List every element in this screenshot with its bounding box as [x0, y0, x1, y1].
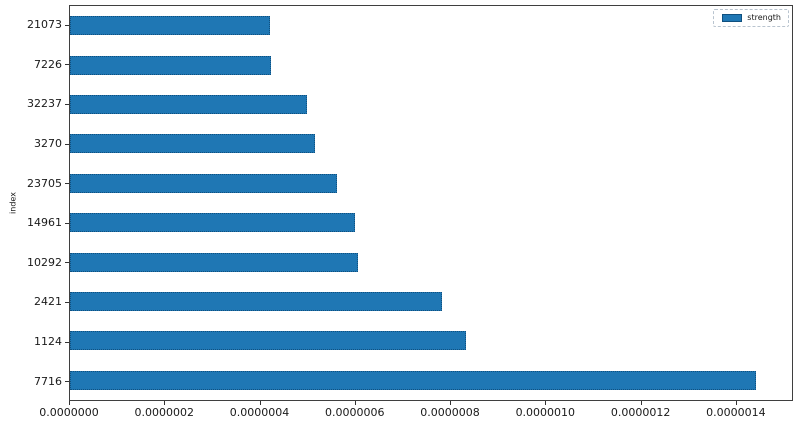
y-tick-mark: [65, 183, 69, 185]
bar: [70, 173, 337, 193]
x-axis: 0.0000000 0.0000002 0.0000004 0.0000006 0.00…: [39, 401, 793, 423]
bar: [70, 94, 307, 114]
x-tick-mark: [545, 401, 547, 405]
y-label-row: 21073: [0, 5, 69, 45]
bar: [70, 16, 270, 36]
x-tick-label: 0.0000008: [420, 406, 480, 419]
y-tick-label: 7716: [34, 374, 62, 388]
y-label-row: 1124: [0, 322, 69, 362]
y-tick-mark: [65, 301, 69, 303]
x-tick-label: 0.0000004: [229, 406, 290, 419]
y-label-row: 7226: [0, 45, 69, 85]
y-label-row: 3270: [0, 124, 69, 164]
bar: [70, 291, 443, 311]
y-tick-label: 3270: [34, 137, 62, 151]
bar-row: [70, 203, 792, 242]
bar-row: [70, 6, 792, 45]
y-axis-labels: 21073 7226 32237 3270 23705 14961 10292 2421 112…: [0, 5, 69, 401]
bar-row: [70, 124, 792, 163]
bars-layer: [70, 6, 792, 400]
x-tick-mark: [640, 401, 642, 405]
y-tick-mark: [65, 222, 69, 224]
x-tick-label: 0.0000014: [706, 406, 766, 419]
bar-row: [70, 85, 792, 124]
y-tick-mark: [65, 341, 69, 343]
y-tick-label: 23705: [27, 176, 62, 190]
x-tick-mark: [69, 401, 70, 405]
y-tick-label: 1124: [34, 335, 62, 349]
bar: [70, 134, 315, 154]
x-tick-label: 0.0000002: [134, 406, 195, 419]
bar: [70, 55, 271, 75]
bar: [70, 370, 756, 390]
y-tick-mark: [65, 262, 69, 264]
x-tick-mark: [259, 401, 261, 405]
x-tick-label: 0.0000006: [325, 406, 385, 419]
y-tick-mark: [65, 143, 69, 145]
x-tick-mark: [735, 401, 737, 405]
bar-row: [70, 282, 792, 321]
bar-row: [70, 164, 792, 203]
x-tick-label: 0.0000010: [515, 406, 576, 419]
x-tick-mark: [164, 401, 166, 405]
y-tick-mark: [65, 103, 69, 105]
x-tick-label: 0.0000000: [39, 406, 99, 419]
legend-swatch: [722, 14, 743, 22]
y-tick-mark: [65, 24, 69, 26]
bar: [70, 252, 358, 272]
plot-area: strength: [69, 5, 793, 401]
bar-row: [70, 45, 792, 84]
y-tick-label: 7226: [34, 57, 62, 71]
y-label-row: 2421: [0, 282, 69, 322]
x-tick-mark: [354, 401, 356, 405]
bar-row: [70, 321, 792, 360]
y-label-row: 14961: [0, 203, 69, 243]
x-tick-mark: [450, 401, 452, 405]
y-tick-label: 2421: [34, 295, 62, 309]
bar-row: [70, 242, 792, 281]
y-tick-label: 14961: [27, 216, 62, 230]
bar-row: [70, 361, 792, 400]
bar: [70, 331, 467, 351]
y-tick-mark: [65, 64, 69, 66]
y-tick-mark: [65, 381, 69, 383]
y-tick-label: 32237: [27, 97, 62, 111]
legend: strength: [713, 9, 789, 27]
y-label-row: 10292: [0, 243, 69, 283]
y-tick-label: 21073: [27, 18, 62, 32]
y-label-row: 7716: [0, 361, 69, 401]
legend-label: strength: [747, 13, 781, 22]
y-label-row: 23705: [0, 163, 69, 203]
x-tick-label: 0.0000012: [610, 406, 671, 419]
y-label-row: 32237: [0, 84, 69, 124]
bar: [70, 213, 355, 233]
y-tick-label: 10292: [27, 255, 62, 269]
